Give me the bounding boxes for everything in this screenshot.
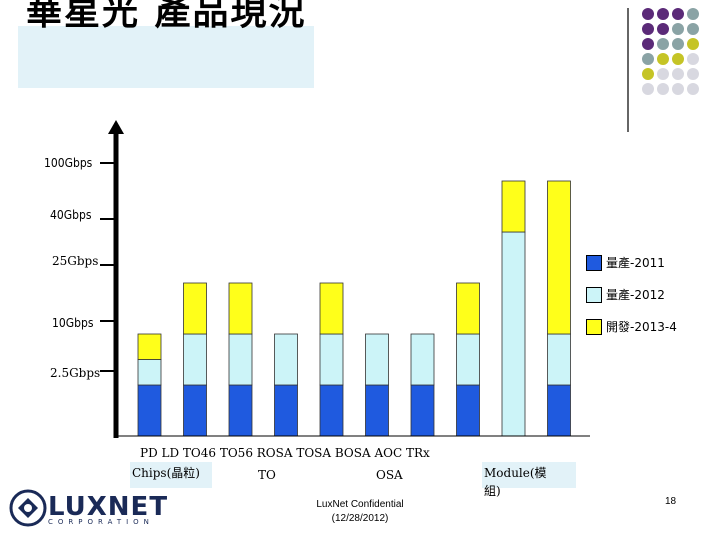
decor-dot [672,38,684,50]
page-title: 華星光 產品現況 [26,0,307,33]
bar-pd-series-1 [137,359,162,386]
decor-dot [657,68,669,80]
legend-swatch-2013 [586,319,602,335]
decor-dot [657,23,669,35]
y-label-100gbps: 100Gbps [44,156,93,170]
decor-dot [642,38,654,50]
decor-dot [672,83,684,95]
bar-bosa-series-0 [410,384,435,437]
dot-pattern [642,8,699,95]
decor-dot [672,23,684,35]
bar-rosa-series-0 [319,384,344,437]
module-highlight [482,462,576,488]
bar-trx-series-2 [501,180,526,233]
bar-trx2-series-2 [547,180,571,335]
decor-dot [672,8,684,20]
y-label-10gbps: 10Gbps [52,316,94,330]
y-label-2-5gbps: 2.5Gbps [50,366,101,380]
confidential-text: LuxNet Confidential [316,499,404,510]
bar-ld-series-2 [183,282,207,335]
y-label-25gbps: 25Gbps [52,254,99,268]
bar-bosa-series-1 [410,333,435,386]
decorative-dot-grid [642,8,699,95]
decor-dot [657,53,669,65]
bar-to56-series-0 [274,384,298,437]
x-group-module: Module(模組) [484,466,547,498]
decor-dot [657,8,669,20]
chips-highlight [130,462,212,488]
bar-pd-series-2 [137,333,162,360]
confidential-note: LuxNet Confidential (12/28/2012) [290,498,430,526]
bar-to46-series-0 [228,384,253,437]
x-axis-category-labels: PD LD TO46 TO56 ROSA TOSA BOSA AOC TRx [140,446,430,460]
bar-ld-series-1 [183,333,207,386]
bar-rosa-series-1 [319,333,344,386]
decorative-vertical-line [627,8,629,132]
bar-to56-series-1 [274,333,298,386]
decor-dot [687,23,699,35]
bar-ld-series-0 [183,384,207,437]
decor-dot [687,68,699,80]
decor-dot [672,68,684,80]
x-group-to: TO [258,468,276,482]
x-group-osa: OSA [376,468,403,482]
bar-aoc-series-0 [456,384,480,437]
legend-label-2012: 量產-2012 [606,288,665,302]
decor-dot [687,8,699,20]
bar-trx2-series-0 [547,384,571,437]
bar-to46-series-2 [228,282,253,335]
decor-dot [687,53,699,65]
bar-aoc-series-1 [456,333,480,386]
logo-name: LUXNET [48,492,169,522]
legend-swatch-2012 [586,287,602,303]
decor-dot [657,38,669,50]
legend-label-2011: 量產-2011 [606,256,665,270]
bar-to46-series-1 [228,333,253,386]
logo-subtitle: CORPORATION [48,518,154,526]
title-highlight [18,26,314,88]
luxnet-logo-icon [9,489,47,527]
decor-dot [687,38,699,50]
bar-trx2-series-1 [547,333,571,386]
x-group-chips: Chips(晶粒) [132,466,200,480]
legend-label-2013: 開發-2013-4 [606,320,677,334]
bar-trx-series-1 [501,231,526,437]
confidential-date: (12/28/2012) [331,513,389,524]
decor-dot [642,53,654,65]
bar-tosa-series-1 [365,333,389,386]
bar-rosa-series-2 [319,282,344,335]
y-label-40gbps: 40Gbps [50,208,92,222]
legend-swatch-2011 [586,255,602,271]
decor-dot [642,83,654,95]
decor-dot [642,23,654,35]
decor-dot [642,68,654,80]
bar-tosa-series-0 [365,384,389,437]
decor-dot [687,83,699,95]
decor-dot [642,8,654,20]
decor-dot [672,53,684,65]
page-number: 18 [665,496,677,507]
bar-pd-series-0 [137,384,162,437]
y-axis-arrow [108,120,124,134]
bar-aoc-series-2 [456,282,480,335]
decor-dot [657,83,669,95]
